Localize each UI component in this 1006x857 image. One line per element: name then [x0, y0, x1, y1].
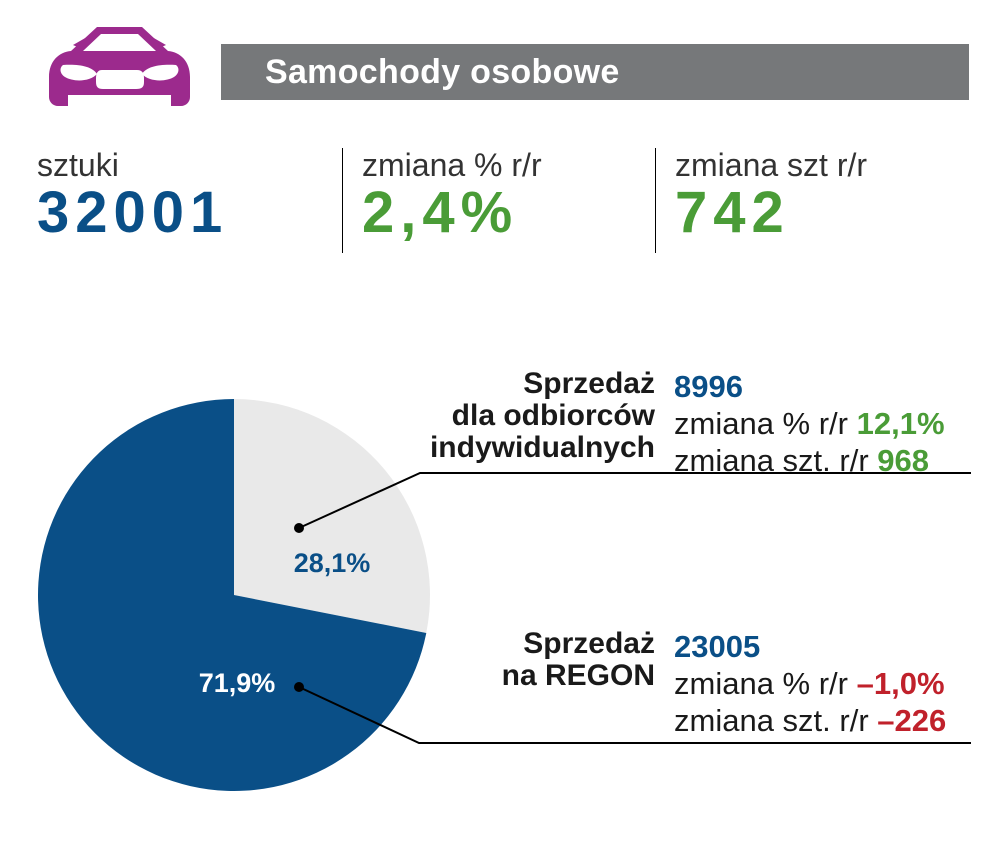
svg-text:28,1%: 28,1%	[294, 548, 371, 578]
svg-text:71,9%: 71,9%	[199, 668, 276, 698]
